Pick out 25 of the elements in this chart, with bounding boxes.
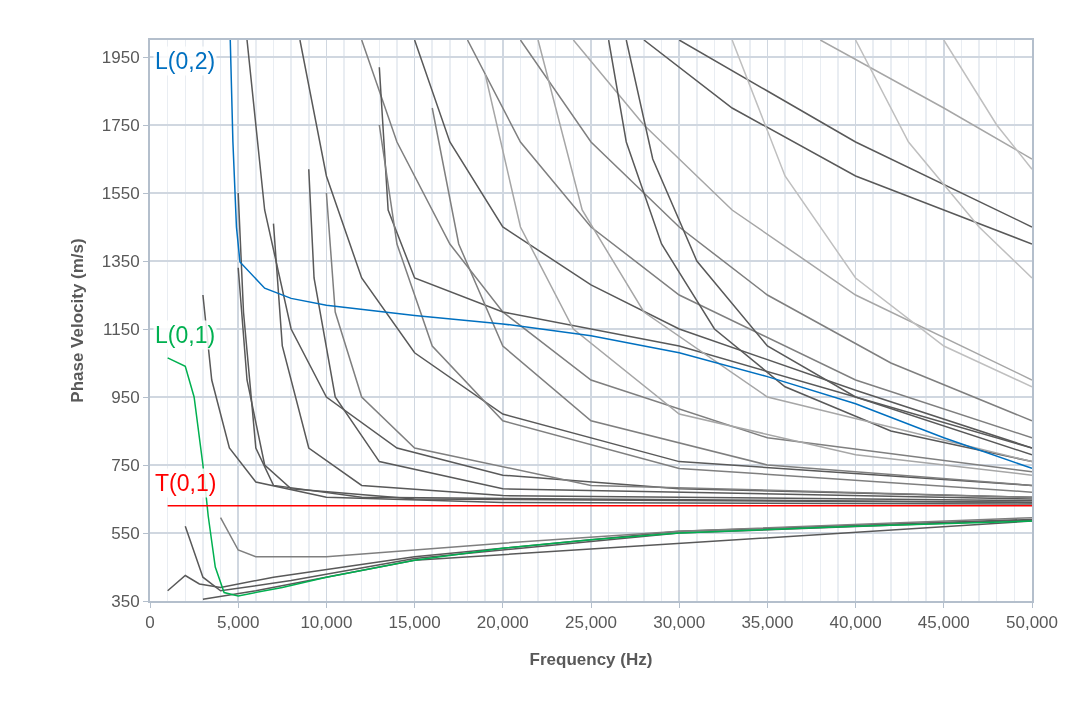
- y-tick-label: 1950: [101, 47, 140, 67]
- y-tick-label: 1550: [101, 183, 140, 203]
- x-tick-label: 5,000: [216, 613, 260, 633]
- y-tick-label: 1350: [101, 251, 140, 271]
- y-tick-label: 1150: [103, 319, 140, 339]
- x-tick-label: 15,000: [388, 613, 441, 633]
- y-tick-label: 1750: [101, 115, 140, 135]
- x-tick-label: 20,000: [476, 613, 529, 633]
- x-axis-title: Frequency (Hz): [529, 650, 653, 670]
- series-label: L(0,1): [155, 322, 216, 348]
- x-tick-label: 50,000: [1006, 613, 1058, 633]
- x-tick-label: 30,000: [653, 613, 706, 633]
- y-tick-label: 750: [111, 455, 140, 475]
- series-label: T(0,1): [155, 470, 217, 496]
- x-tick-label: 25,000: [565, 613, 617, 633]
- y-axis-title: Phase Velocity (m/s): [67, 238, 87, 403]
- x-tick-label: 35,000: [741, 613, 794, 633]
- y-tick-label: 950: [111, 387, 140, 407]
- y-tick-label: 350: [111, 591, 140, 611]
- x-tick-label: 10,000: [300, 613, 353, 633]
- x-tick-label: 45,000: [917, 613, 970, 633]
- x-tick-label: 0: [145, 613, 155, 633]
- y-tick-label: 550: [111, 523, 140, 543]
- x-tick-label: 40,000: [829, 613, 882, 633]
- series-label: L(0,2): [155, 48, 216, 74]
